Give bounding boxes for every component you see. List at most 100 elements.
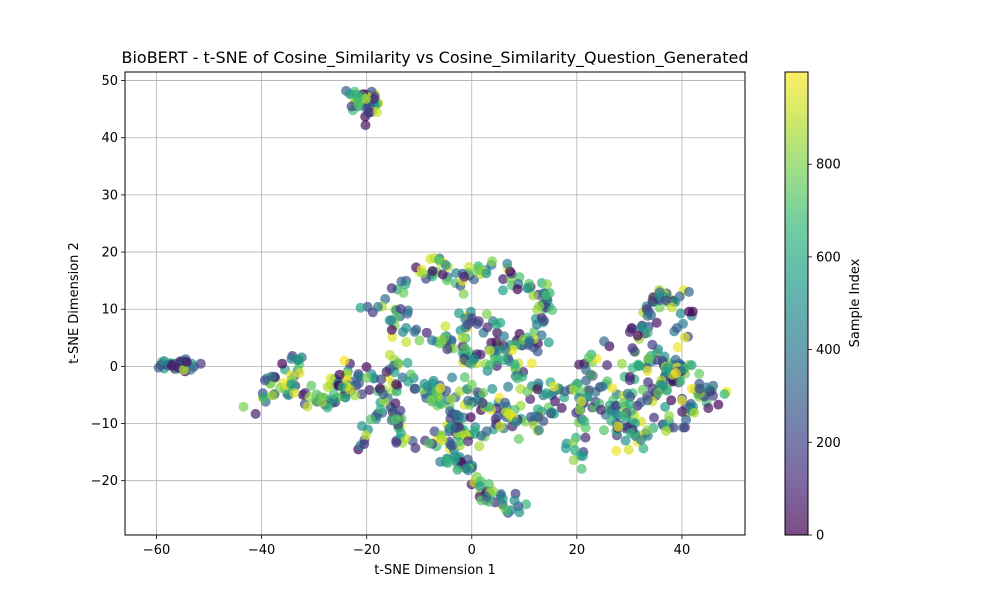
scatter-point: [352, 372, 363, 383]
scatter-point: [548, 381, 559, 392]
scatter-point: [427, 266, 438, 277]
y-tick-label: 50: [101, 74, 118, 89]
scatter-points: [153, 85, 732, 518]
scatter-point: [360, 430, 371, 441]
scatter-point: [623, 444, 634, 455]
y-tick-label: 40: [101, 131, 118, 146]
scatter-point: [670, 354, 681, 365]
scatter-point: [465, 412, 476, 423]
x-tick-label: −60: [143, 543, 170, 558]
scatter-point: [451, 409, 462, 420]
scatter-point: [675, 308, 686, 319]
scatter-point: [689, 407, 700, 418]
scatter-point: [598, 425, 609, 436]
scatter-point: [441, 453, 452, 464]
scatter-point: [703, 403, 714, 414]
scatter-point: [458, 289, 469, 299]
scatter-point: [381, 366, 392, 377]
scatter-point: [302, 401, 313, 412]
scatter-point: [643, 353, 654, 364]
scatter-point: [678, 363, 689, 374]
scatter-point: [536, 330, 547, 341]
scatter-point: [666, 395, 677, 406]
colorbar-label: Sample Index: [848, 258, 863, 347]
scatter-point: [606, 415, 617, 426]
scatter-point: [460, 463, 471, 474]
scatter-point: [642, 425, 653, 436]
scatter-point: [403, 305, 413, 316]
y-tick-label: 30: [101, 188, 118, 203]
scatter-point: [372, 107, 382, 118]
scatter-point: [647, 339, 658, 350]
scatter-point: [585, 369, 596, 380]
scatter-point: [391, 379, 402, 390]
scatter-point: [532, 346, 543, 357]
scatter-point: [525, 394, 536, 405]
scatter-point: [363, 107, 374, 118]
scatter-point: [478, 387, 489, 398]
scatter-point: [355, 302, 366, 313]
scatter-point: [485, 360, 496, 371]
colorbar-tick-label: 0: [816, 529, 824, 544]
scatter-point: [421, 327, 432, 338]
scatter-point: [410, 443, 421, 453]
scatter-point: [426, 335, 437, 346]
scatter-point: [637, 384, 648, 395]
scatter-point: [570, 445, 580, 456]
colorbar-tick-label: 200: [816, 436, 841, 451]
scatter-point: [677, 406, 688, 417]
scatter-point: [501, 505, 512, 516]
scatter-point: [625, 427, 636, 438]
scatter-point: [293, 355, 303, 366]
scatter-point: [159, 356, 170, 366]
scatter-point: [387, 332, 398, 343]
scatter-point: [624, 327, 635, 337]
scatter-point: [463, 436, 474, 447]
scatter-point: [547, 305, 558, 316]
scatter-point: [168, 361, 179, 371]
scatter-point: [509, 359, 520, 370]
scatter-point: [361, 372, 372, 383]
scatter-point: [334, 369, 345, 380]
scatter-point: [666, 302, 677, 313]
y-tick-label: 20: [101, 246, 118, 261]
scatter-point: [384, 349, 395, 360]
scatter-point: [653, 387, 664, 398]
scatter-point: [484, 479, 494, 489]
scatter-point: [446, 394, 457, 404]
scatter-point: [365, 414, 376, 425]
colorbar: 0 200 400 600 800 Sample Index: [784, 71, 863, 544]
scatter-point: [664, 410, 675, 421]
x-axis-label: t-SNE Dimension 1: [374, 563, 496, 578]
scatter-point: [686, 383, 697, 394]
scatter-point: [660, 401, 671, 412]
scatter-point: [481, 268, 492, 279]
scatter-point: [344, 384, 355, 395]
scatter-point: [361, 362, 372, 372]
scatter-point: [440, 260, 451, 270]
scatter-point: [391, 437, 402, 448]
colorbar-tick-label: 800: [816, 158, 841, 173]
scatter-point: [509, 495, 520, 506]
scatter-point: [484, 345, 495, 356]
scatter-point: [672, 342, 683, 353]
scatter-point: [522, 283, 533, 294]
scatter-point: [574, 405, 585, 416]
scatter-point: [694, 368, 705, 379]
scatter-point: [583, 352, 594, 363]
colorbar-gradient: [785, 72, 808, 535]
scatter-point: [607, 383, 618, 394]
scatter-point: [460, 343, 471, 354]
scatter-point: [576, 396, 587, 407]
scatter-point: [447, 372, 458, 383]
plot-frame: [124, 71, 746, 536]
scatter-point: [452, 464, 463, 475]
scatter-point: [613, 421, 624, 432]
scatter-point: [380, 294, 391, 304]
scatter-point: [498, 285, 508, 296]
scatter-point: [618, 410, 629, 421]
chart-title: BioBERT - t-SNE of Cosine_Similarity vs …: [121, 48, 748, 68]
scatter-point: [356, 421, 367, 431]
x-tick-label: −40: [248, 543, 275, 558]
scatter-point: [678, 422, 689, 433]
